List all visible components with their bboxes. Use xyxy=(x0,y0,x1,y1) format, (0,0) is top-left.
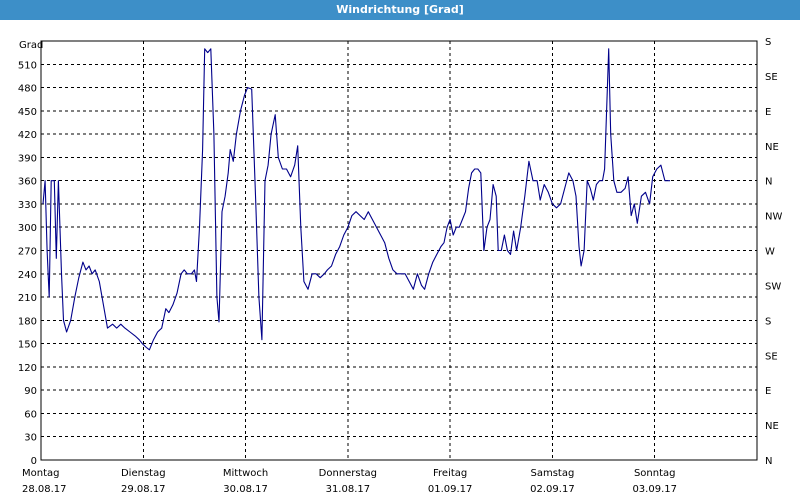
series-line xyxy=(42,48,671,351)
right-tick-label: NW xyxy=(765,212,782,223)
right-tick-label: NE xyxy=(765,421,779,432)
x-date-label: 28.08.17 xyxy=(22,484,67,495)
y-tick-label: 90 xyxy=(24,386,37,397)
y-tick-label: 30 xyxy=(24,433,37,444)
y-tick-label: 510 xyxy=(18,60,37,71)
chart-grid xyxy=(41,41,757,460)
x-date-label: 02.09.17 xyxy=(530,484,575,495)
y-tick-label: 420 xyxy=(18,130,37,141)
x-day-label: Sonntag xyxy=(634,468,676,479)
right-tick-label: E xyxy=(765,386,771,397)
right-tick-label: S xyxy=(765,37,771,48)
right-tick-label: W xyxy=(765,247,775,258)
y-tick-label: 240 xyxy=(18,270,37,281)
y-tick-label: 390 xyxy=(18,153,37,164)
plot-frame xyxy=(40,40,758,461)
right-tick-label: SE xyxy=(765,72,778,83)
y-tick-label: 120 xyxy=(18,363,37,374)
x-date-label: 29.08.17 xyxy=(121,484,166,495)
x-day-label: Freitag xyxy=(433,468,467,479)
y-tick-label: 360 xyxy=(18,177,37,188)
y-tick-label: 270 xyxy=(18,247,37,258)
x-day-label: Donnerstag xyxy=(319,468,377,479)
right-tick-label: SE xyxy=(765,351,778,362)
y-tick-label: 210 xyxy=(18,293,37,304)
x-day-label: Mittwoch xyxy=(223,468,268,479)
series-layer xyxy=(42,48,671,351)
wind-direction-chart: 0 30 60 90 120 150 180 210 240 270 300 330 360 390 420… xyxy=(18,37,783,495)
right-axis: N NE E SE S SW W NW N NE E SE S xyxy=(765,37,782,467)
left-axis: 0 30 60 90 120 150 180 210 240 270 300 330 360 390 420… xyxy=(18,60,37,467)
x-date-label: 01.09.17 xyxy=(428,484,473,495)
y-tick-label: 180 xyxy=(18,316,37,327)
y-tick-label: 300 xyxy=(18,223,37,234)
x-date-label: 03.09.17 xyxy=(632,484,677,495)
right-tick-label: N xyxy=(765,456,772,467)
x-day-label: Samstag xyxy=(531,468,575,479)
y-tick-label: 60 xyxy=(24,409,37,420)
x-date-label: 30.08.17 xyxy=(223,484,268,495)
window-title: Windrichtung [Grad] xyxy=(336,3,464,16)
right-tick-label: S xyxy=(765,316,771,327)
right-tick-label: NE xyxy=(765,142,779,153)
window-title-bar: Windrichtung [Grad] xyxy=(0,0,800,20)
y-tick-label: 150 xyxy=(18,340,37,351)
y-axis-label: Grad xyxy=(19,40,43,51)
y-tick-label: 330 xyxy=(18,200,37,211)
y-tick-label: 480 xyxy=(18,84,37,95)
right-tick-label: E xyxy=(765,107,771,118)
right-tick-label: N xyxy=(765,177,772,188)
x-axis: Montag 28.08.17 Dienstag 29.08.17 Mittwoch 30… xyxy=(22,468,677,495)
y-tick-label: 0 xyxy=(31,456,37,467)
right-tick-label: SW xyxy=(765,281,781,292)
x-day-label: Dienstag xyxy=(121,468,166,479)
x-day-label: Montag xyxy=(22,468,59,479)
x-date-label: 31.08.17 xyxy=(326,484,371,495)
y-tick-label: 450 xyxy=(18,107,37,118)
